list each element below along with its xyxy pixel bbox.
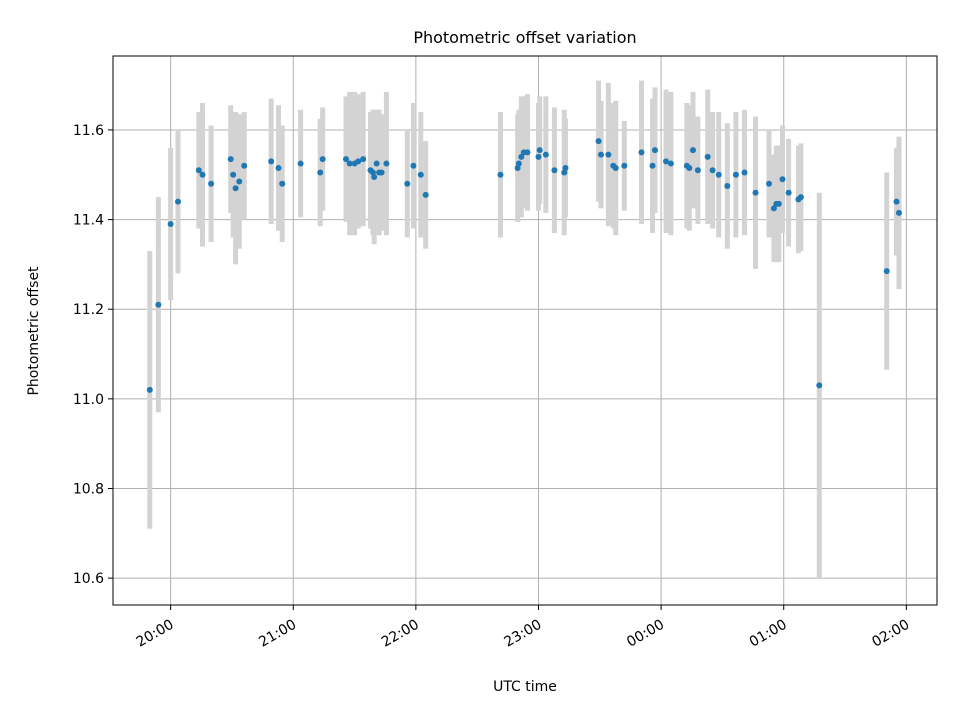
data-point xyxy=(686,165,693,172)
data-point xyxy=(199,171,206,178)
data-point xyxy=(797,194,804,201)
data-point xyxy=(497,171,504,178)
data-point xyxy=(895,209,902,216)
data-point xyxy=(667,160,674,167)
data-point xyxy=(724,182,731,189)
chart-title: Photometric offset variation xyxy=(413,28,636,47)
data-point xyxy=(146,386,153,393)
data-point xyxy=(515,160,522,167)
data-point xyxy=(893,198,900,205)
data-point xyxy=(383,160,390,167)
data-point xyxy=(342,156,349,163)
y-axis-label: Photometric offset xyxy=(26,266,42,396)
data-point xyxy=(766,180,773,187)
data-point xyxy=(816,382,823,389)
data-point xyxy=(732,171,739,178)
y-tick-label: 11.4 xyxy=(73,213,104,229)
data-point xyxy=(232,185,239,192)
data-point xyxy=(378,169,385,176)
data-point xyxy=(605,151,612,158)
data-point xyxy=(230,171,237,178)
data-point xyxy=(422,191,429,198)
data-point xyxy=(770,205,777,212)
data-point xyxy=(663,158,670,165)
data-point xyxy=(542,151,549,158)
data-point xyxy=(536,147,543,154)
data-point xyxy=(709,167,716,174)
data-point xyxy=(551,167,558,174)
data-point xyxy=(373,160,380,167)
data-point xyxy=(649,162,656,169)
data-point xyxy=(410,162,417,169)
data-point xyxy=(562,165,569,172)
y-tick-label: 11.2 xyxy=(73,302,104,318)
data-point xyxy=(241,162,248,169)
data-point xyxy=(404,180,411,187)
data-point xyxy=(779,176,786,183)
data-point xyxy=(785,189,792,196)
data-point xyxy=(155,301,162,308)
data-point xyxy=(371,174,378,181)
data-point xyxy=(317,169,324,176)
y-tick-label: 11.6 xyxy=(73,123,104,139)
data-point xyxy=(279,180,286,187)
data-point xyxy=(518,153,525,160)
data-point xyxy=(612,165,619,172)
data-point xyxy=(319,156,326,163)
y-tick-label: 11.0 xyxy=(73,392,104,408)
data-point xyxy=(883,268,890,275)
data-point xyxy=(208,180,215,187)
y-tick-label: 10.6 xyxy=(73,571,104,587)
data-point xyxy=(741,169,748,176)
data-point xyxy=(775,200,782,207)
data-point xyxy=(715,171,722,178)
data-point xyxy=(651,147,658,154)
data-point xyxy=(346,160,353,167)
x-axis-label: UTC time xyxy=(493,679,557,695)
data-point xyxy=(355,158,362,165)
data-point xyxy=(598,151,605,158)
data-point xyxy=(621,162,628,169)
data-point xyxy=(227,156,234,163)
data-point xyxy=(360,156,367,163)
y-axis-ticks: 10.6 10.8 11.0 11.2 11.4 11.6 xyxy=(73,123,113,587)
plot-frame xyxy=(112,55,938,606)
data-point xyxy=(752,189,759,196)
data-point xyxy=(524,149,531,156)
data-point xyxy=(275,165,282,172)
data-point xyxy=(167,221,174,228)
data-point xyxy=(638,149,645,156)
data-point xyxy=(268,158,275,165)
data-point xyxy=(297,160,304,167)
data-point xyxy=(236,178,243,185)
data-point xyxy=(694,167,701,174)
data-point xyxy=(689,147,696,154)
data-point xyxy=(417,171,424,178)
data-points xyxy=(146,138,902,393)
data-point xyxy=(595,138,602,145)
data-point xyxy=(174,198,181,205)
data-point xyxy=(704,153,711,160)
data-point xyxy=(535,153,542,160)
y-tick-label: 10.8 xyxy=(73,481,104,497)
data-point xyxy=(195,167,202,174)
